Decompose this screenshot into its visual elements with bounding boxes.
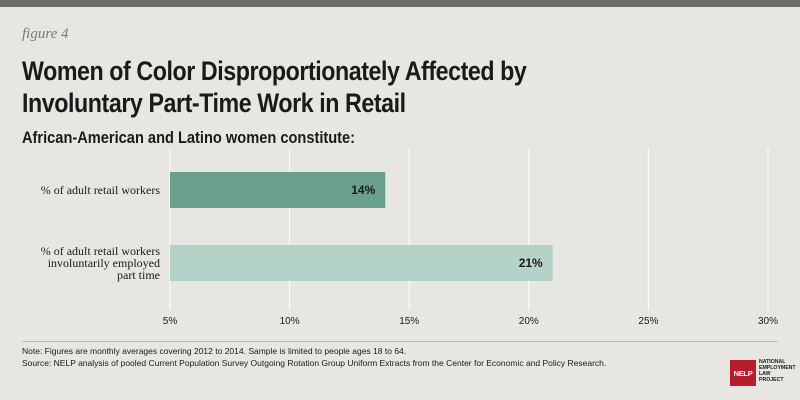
x-tick-label: 10% [280,316,300,327]
figure-label: figure 4 [22,26,69,42]
nelp-logo-text: National Employment Law Project [759,359,796,383]
footer-divider [22,341,778,342]
bar [170,172,386,208]
x-tick-label: 5% [163,316,178,327]
category-label: part time [117,268,160,282]
nelp-logo-mark: NELP [730,360,756,386]
x-tick-label: 20% [519,316,539,327]
bar [170,245,553,281]
footnote: Note: Figures are monthly averages cover… [22,346,407,356]
category-label: % of adult retail workers [41,183,161,197]
chart-title: Women of Color Disproportionately Affect… [22,55,624,119]
chart-title-line-2: Involuntary Part-Time Work in Retail [22,88,406,118]
x-tick-label: 15% [399,316,419,327]
category-label: involuntarily employed [48,256,160,270]
nelp-logo: NELP National Employment Law Project [730,358,796,394]
chart-subtitle: African-American and Latino women consti… [22,128,356,147]
x-tick-label: 25% [638,316,658,327]
data-label: 21% [519,256,543,270]
bar-chart: 14% % of adult retail workers 21% % of adul… [41,148,778,327]
category-label: % of adult retail workers [41,244,161,258]
x-tick-label: 30% [758,316,778,327]
data-label: 14% [351,183,375,197]
top-bar [0,0,800,7]
chart-title-line-1: Women of Color Disproportionately Affect… [22,56,527,86]
source-note: Source: NELP analysis of pooled Current … [22,358,607,368]
